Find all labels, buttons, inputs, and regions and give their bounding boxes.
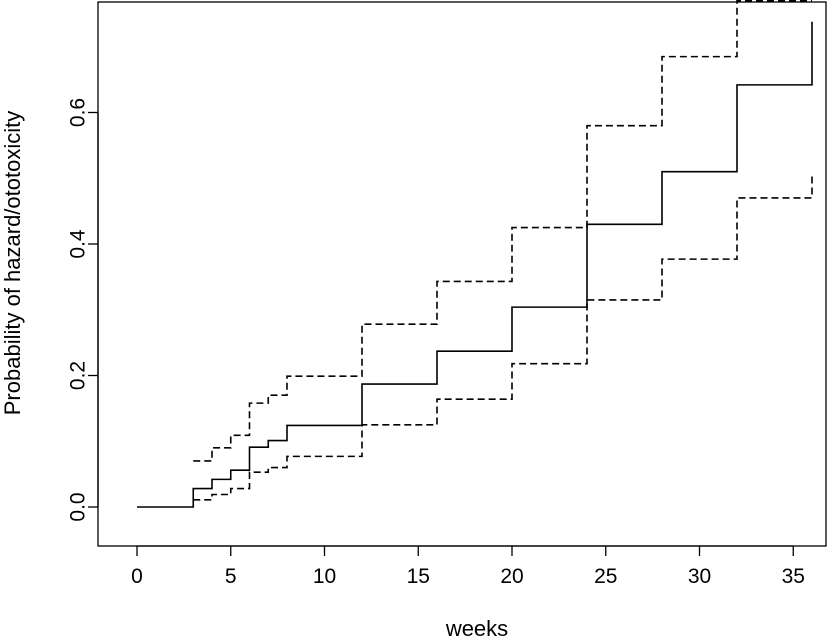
y-tick-label: 0.0 xyxy=(66,492,89,521)
plot-frame xyxy=(97,1,827,547)
y-tick-label: 0.4 xyxy=(66,229,89,259)
x-tick-label: 30 xyxy=(688,565,711,588)
y-axis-title: Probability of hazard/ototoxicity xyxy=(0,111,25,416)
x-tick-label: 0 xyxy=(131,565,143,588)
x-tick-label: 5 xyxy=(225,565,237,588)
x-tick-label: 10 xyxy=(313,565,336,588)
y-tick-label: 0.6 xyxy=(66,98,89,127)
x-axis-title: weeks xyxy=(445,616,508,641)
estimate-step-line xyxy=(137,21,813,508)
x-tick-label: 25 xyxy=(594,565,617,588)
y-axis: 0.0 0.2 0.4 0.6 xyxy=(66,98,99,522)
lower-bound-step-line xyxy=(193,172,813,501)
series-layer xyxy=(137,0,813,508)
x-tick-label: 15 xyxy=(407,565,430,588)
x-tick-label: 20 xyxy=(500,565,523,588)
x-tick-label: 35 xyxy=(782,565,805,588)
upper-bound-step-line xyxy=(193,0,812,462)
y-tick-label: 0.2 xyxy=(66,361,89,390)
x-axis: 0 5 10 15 20 25 30 35 xyxy=(131,545,805,588)
